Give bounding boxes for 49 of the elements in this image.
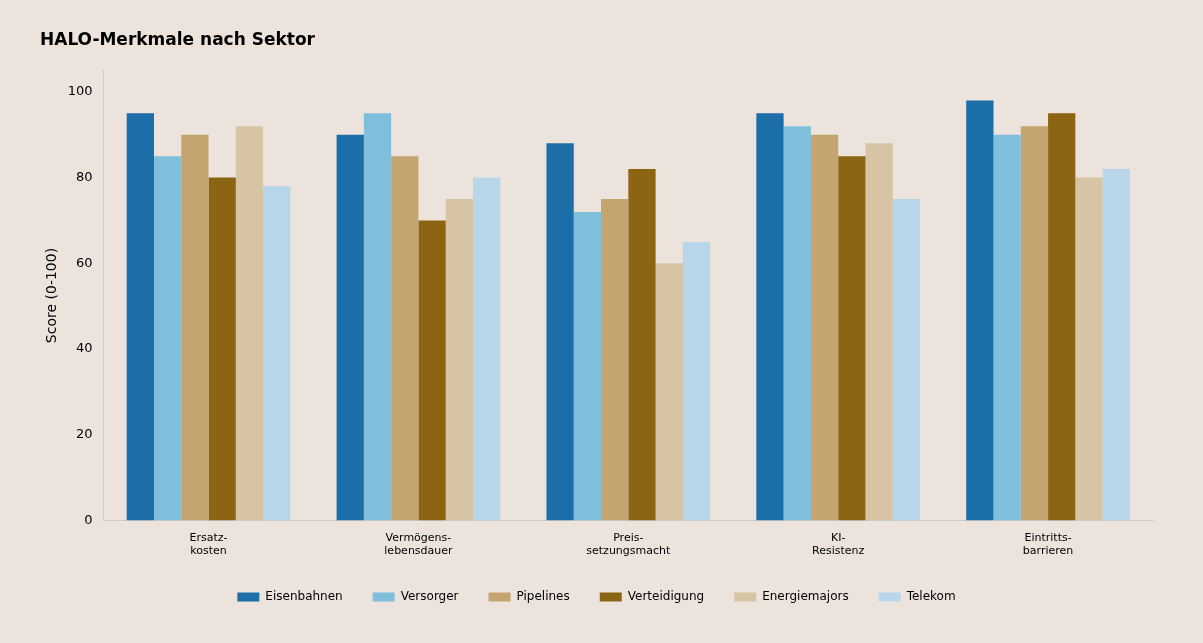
bar xyxy=(865,143,893,521)
bar xyxy=(1102,169,1130,521)
bar xyxy=(126,113,154,521)
y-tick-label: 20 xyxy=(76,426,93,442)
bar xyxy=(993,134,1021,521)
bar xyxy=(682,241,711,521)
y-axis-title: Score (0-100) xyxy=(43,247,60,344)
bar xyxy=(208,177,236,521)
bar xyxy=(573,211,602,521)
x-tick-label: Preis- setzungsmacht xyxy=(586,531,672,558)
bar xyxy=(1048,113,1076,521)
bar xyxy=(601,199,629,521)
x-tick-label: Vermögens- lebensdauer xyxy=(384,531,454,558)
bar xyxy=(153,156,182,521)
bar xyxy=(810,134,839,521)
y-tick-label: 60 xyxy=(76,254,93,270)
bar xyxy=(235,126,264,521)
legend-label: Pipelines xyxy=(516,589,570,604)
bar xyxy=(445,199,473,521)
legend-label: Energiemajors xyxy=(762,589,849,604)
bar xyxy=(363,113,392,521)
bar xyxy=(892,199,921,521)
bar xyxy=(263,186,291,521)
bar xyxy=(756,113,784,521)
y-tick-label: 100 xyxy=(67,83,93,99)
bar xyxy=(418,220,446,521)
bar xyxy=(336,134,364,521)
x-tick-label: Ersatz- kosten xyxy=(189,531,228,558)
bar xyxy=(628,169,656,521)
y-tick-label: 80 xyxy=(76,168,93,184)
chart-title: HALO-Merkmale nach Sektor xyxy=(40,28,316,49)
bar xyxy=(783,126,811,521)
x-tick-label: KI- Resistenz xyxy=(812,531,865,558)
legend-label: Telekom xyxy=(905,589,956,604)
bar xyxy=(546,143,574,521)
legend-label: Versorger xyxy=(400,589,459,604)
bar xyxy=(1020,126,1049,521)
bar xyxy=(181,134,209,521)
bar xyxy=(966,100,994,521)
bar xyxy=(1075,177,1103,521)
legend-label: Eisenbahnen xyxy=(265,589,343,604)
y-tick-label: 0 xyxy=(84,511,93,527)
legend-label: Verteidigung xyxy=(627,589,705,604)
bar xyxy=(838,156,866,521)
y-tick-label: 40 xyxy=(76,340,93,356)
bar xyxy=(473,177,501,521)
x-tick-label: Eintritts- barrieren xyxy=(1022,531,1074,558)
bar xyxy=(655,263,683,521)
bar xyxy=(391,156,419,521)
